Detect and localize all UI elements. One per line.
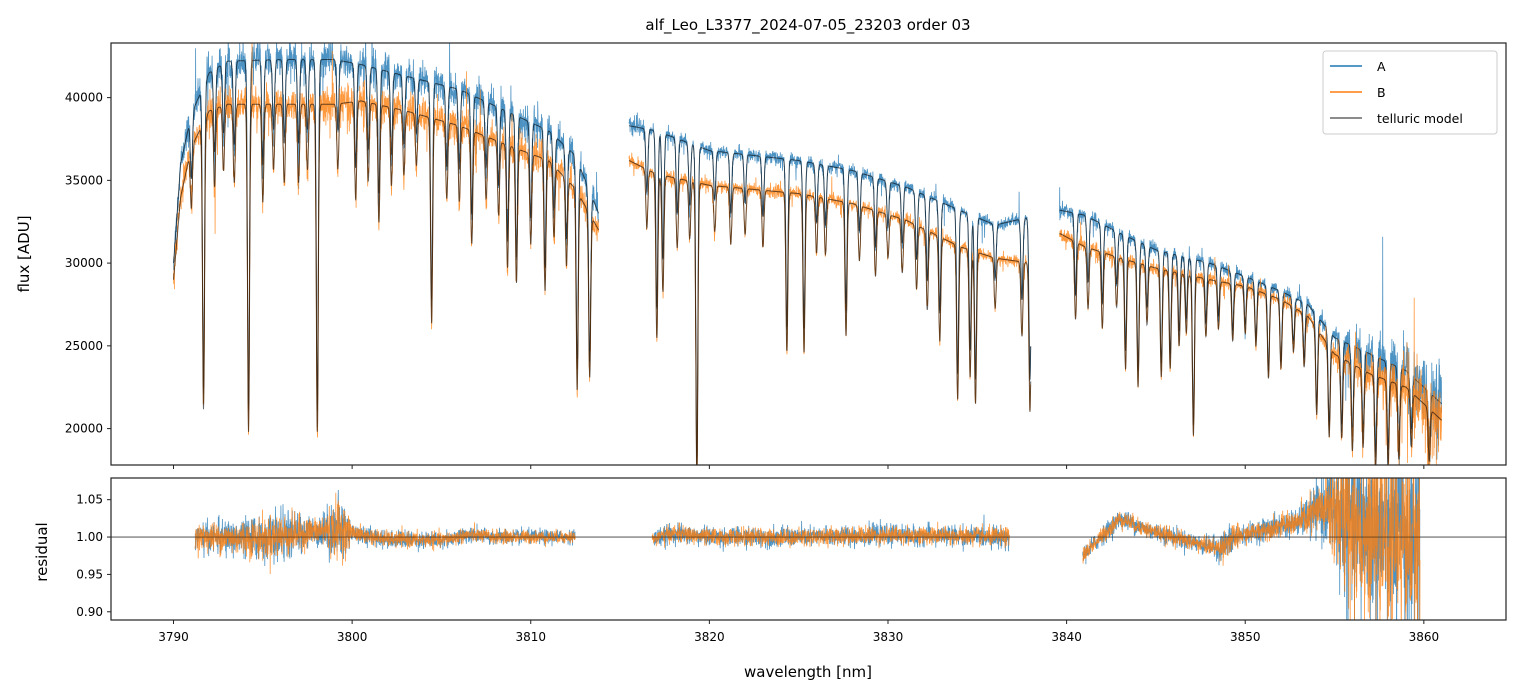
flux-y-tick-label: 20000 bbox=[65, 422, 103, 436]
flux-y-tick-label: 40000 bbox=[65, 91, 103, 105]
x-tick-label: 3800 bbox=[337, 630, 368, 644]
x-axis-label: wavelength [nm] bbox=[744, 663, 872, 681]
series-a-segment-3 bbox=[1059, 187, 1442, 465]
flux-y-tick-label: 35000 bbox=[65, 173, 103, 187]
legend-label-telluric: telluric model bbox=[1377, 111, 1463, 126]
residual-y-tick-label: 0.90 bbox=[76, 605, 103, 619]
residual-b-segment-1 bbox=[194, 492, 576, 575]
residual-y-tick-label: 1.05 bbox=[76, 493, 103, 507]
x-tick-label: 3850 bbox=[1230, 630, 1261, 644]
telluric-model-b-segment-1 bbox=[173, 100, 599, 432]
telluric-model-a-segment-1 bbox=[173, 59, 600, 411]
x-tick-label: 3830 bbox=[873, 630, 904, 644]
x-tick-label: 3790 bbox=[158, 630, 189, 644]
telluric-model-a-segment-3 bbox=[1059, 209, 1442, 458]
flux-axes-frame bbox=[110, 42, 1507, 466]
axes: 3790 3800 3810 3820 3830 3840 3850 3860 20000 250… bbox=[65, 42, 1507, 644]
residual-y-tick-label: 1.00 bbox=[76, 530, 103, 544]
residual-axes-frame bbox=[110, 477, 1507, 621]
x-tick-label: 3820 bbox=[694, 630, 725, 644]
chart-title: alf_Leo_L3377_2024-07-05_23203 order 03 bbox=[645, 16, 970, 35]
residual-y-tick-label: 0.95 bbox=[76, 567, 103, 581]
legend-label-b: B bbox=[1377, 85, 1386, 100]
series-a-segment-2 bbox=[628, 112, 1032, 463]
telluric-model-b-segment-2 bbox=[628, 160, 1032, 465]
series-a-segment-1 bbox=[173, 43, 599, 412]
legend-label-a: A bbox=[1377, 59, 1386, 74]
telluric-model-b-segment-3 bbox=[1059, 232, 1442, 465]
x-tick-label: 3840 bbox=[1051, 630, 1082, 644]
flux-panel bbox=[173, 43, 1442, 465]
x-tick-label: 3810 bbox=[515, 630, 546, 644]
series-b-segment-1 bbox=[173, 43, 599, 438]
residual-panel bbox=[111, 478, 1506, 620]
residual-b-segment-2 bbox=[651, 521, 1010, 549]
y-axis-label-flux: flux [ADU] bbox=[15, 215, 33, 292]
flux-y-tick-label: 30000 bbox=[65, 256, 103, 270]
legend: A B telluric model bbox=[1322, 50, 1498, 135]
y-axis-label-residual: residual bbox=[33, 522, 51, 581]
telluric-model-a-segment-2 bbox=[628, 125, 1032, 465]
flux-y-tick-label: 25000 bbox=[65, 339, 103, 353]
x-tick-label: 3860 bbox=[1409, 630, 1440, 644]
residual-b-segment-3 bbox=[1082, 478, 1421, 620]
